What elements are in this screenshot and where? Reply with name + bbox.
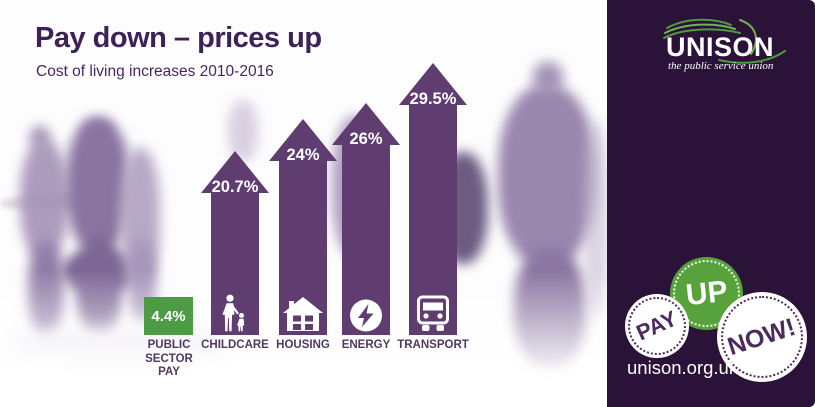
lightning-icon <box>350 299 382 332</box>
badge-now-text: NOW! <box>724 312 800 361</box>
bar-energy: 26% <box>332 103 400 335</box>
arrow-up-icon <box>399 63 467 335</box>
bar-value-transport: 29.5% <box>409 90 457 108</box>
bar-label-transport: TRANSPORT <box>397 339 469 351</box>
bar-housing: 24% <box>269 119 337 335</box>
house-icon <box>283 297 323 331</box>
page-subtitle: Cost of living increases 2010-2016 <box>36 63 274 80</box>
bar-childcare: 20.7% <box>201 151 269 335</box>
childcare-icon <box>222 294 245 332</box>
public-sector-pay-box: 4.4% <box>144 297 193 335</box>
unison-brand-panel: UNISON the public service union UP PAY N… <box>607 0 815 407</box>
badge-pay-text: PAY <box>632 305 681 346</box>
page-title: Pay down – prices up <box>35 22 322 54</box>
badge-up-text: UP <box>683 274 729 312</box>
background-silhouette <box>20 140 68 260</box>
arrow-up-icon <box>201 151 269 335</box>
bus-icon <box>417 295 449 331</box>
bar-value-childcare: 20.7% <box>211 178 259 196</box>
badge-pay: PAY <box>625 294 689 358</box>
arrow-up-icon <box>332 103 400 335</box>
unison-logo: UNISON the public service union <box>663 18 786 72</box>
bar-label-childcare: CHILDCARE <box>201 339 269 351</box>
unison-logo-text: UNISON <box>666 32 774 62</box>
background-silhouette <box>228 100 258 162</box>
background-silhouette <box>66 118 130 253</box>
unison-logo-tagline: the public service union <box>668 60 774 72</box>
bar-value-energy: 26% <box>349 130 383 148</box>
bar-transport: 29.5% <box>399 63 467 335</box>
bar-label-housing: HOUSING <box>276 339 330 351</box>
bar-label-energy: ENERGY <box>341 339 391 351</box>
bar-value-housing: 24% <box>286 146 320 164</box>
website-link[interactable]: unison.org.uk <box>627 357 739 378</box>
background-silhouette <box>498 85 596 267</box>
pay-box-label: PUBLIC SECTOR PAY <box>145 339 193 378</box>
pay-box-value: 4.4% <box>151 307 186 325</box>
